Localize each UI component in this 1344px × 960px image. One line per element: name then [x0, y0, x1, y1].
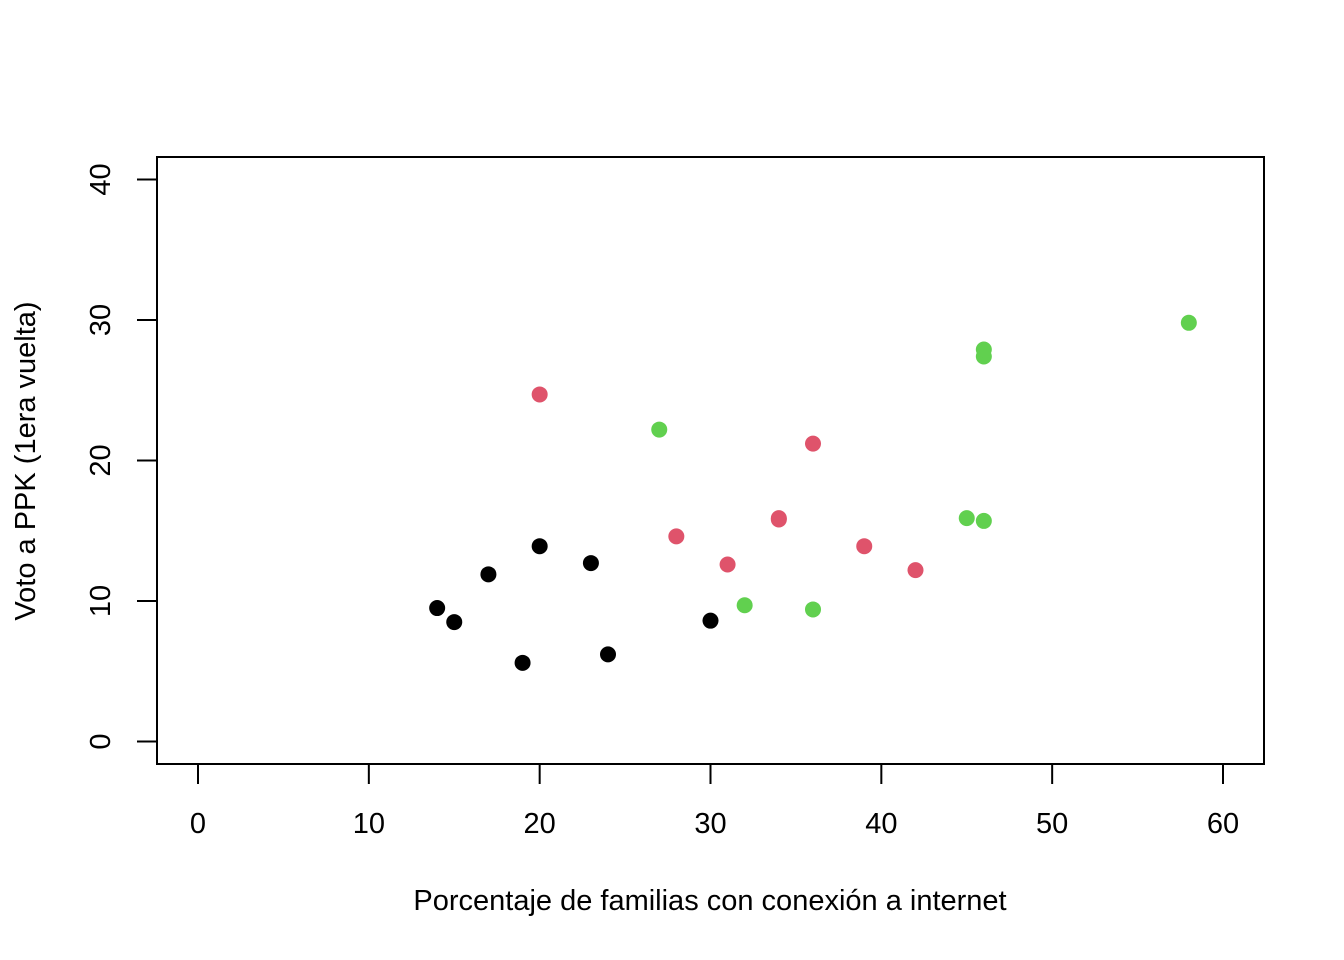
x-tick-label: 40 [865, 808, 897, 840]
data-point-series-2 [907, 562, 924, 579]
y-tick-label: 30 [85, 304, 117, 336]
data-point-series-1 [429, 600, 446, 617]
x-axis-label: Porcentaje de familias con conexión a in… [413, 885, 1006, 917]
data-point-series-1 [446, 614, 463, 631]
y-tick-label: 10 [85, 585, 117, 617]
x-tick-label: 20 [524, 808, 556, 840]
data-point-series-3 [958, 510, 975, 527]
data-point-series-3 [975, 512, 992, 529]
data-points [429, 314, 1197, 671]
x-tick-label: 0 [190, 808, 206, 840]
data-point-series-3 [805, 601, 821, 618]
data-point-series-2 [531, 386, 548, 403]
x-axis: 0 10 20 30 40 50 60 [190, 763, 1239, 840]
data-point-series-1 [480, 566, 497, 583]
data-point-series-2 [719, 556, 736, 573]
data-point-series-3 [975, 341, 992, 358]
data-point-series-2 [668, 528, 685, 545]
plot-frame [156, 156, 1265, 765]
data-point-series-2 [856, 538, 873, 555]
x-tick-label: 50 [1036, 808, 1068, 840]
data-point-series-3 [1180, 314, 1197, 331]
data-point-series-2 [770, 510, 787, 527]
x-tick-label: 30 [694, 808, 726, 840]
data-point-series-1 [702, 612, 719, 629]
x-tick-label: 60 [1207, 808, 1239, 840]
data-point-series-1 [514, 654, 531, 671]
y-tick-label: 0 [85, 733, 117, 749]
data-point-series-3 [736, 597, 753, 614]
y-tick-label: 40 [85, 163, 117, 195]
data-point-series-2 [805, 435, 821, 452]
data-point-series-3 [651, 421, 668, 438]
y-axis: 0 10 20 30 40 [85, 163, 158, 750]
data-point-series-1 [600, 646, 616, 663]
data-point-series-1 [531, 538, 548, 555]
y-tick-label: 20 [85, 444, 117, 476]
x-tick-label: 10 [353, 808, 385, 840]
y-axis-label: Voto a PPK (1era vuelta) [10, 301, 42, 620]
data-point-series-1 [582, 555, 599, 572]
